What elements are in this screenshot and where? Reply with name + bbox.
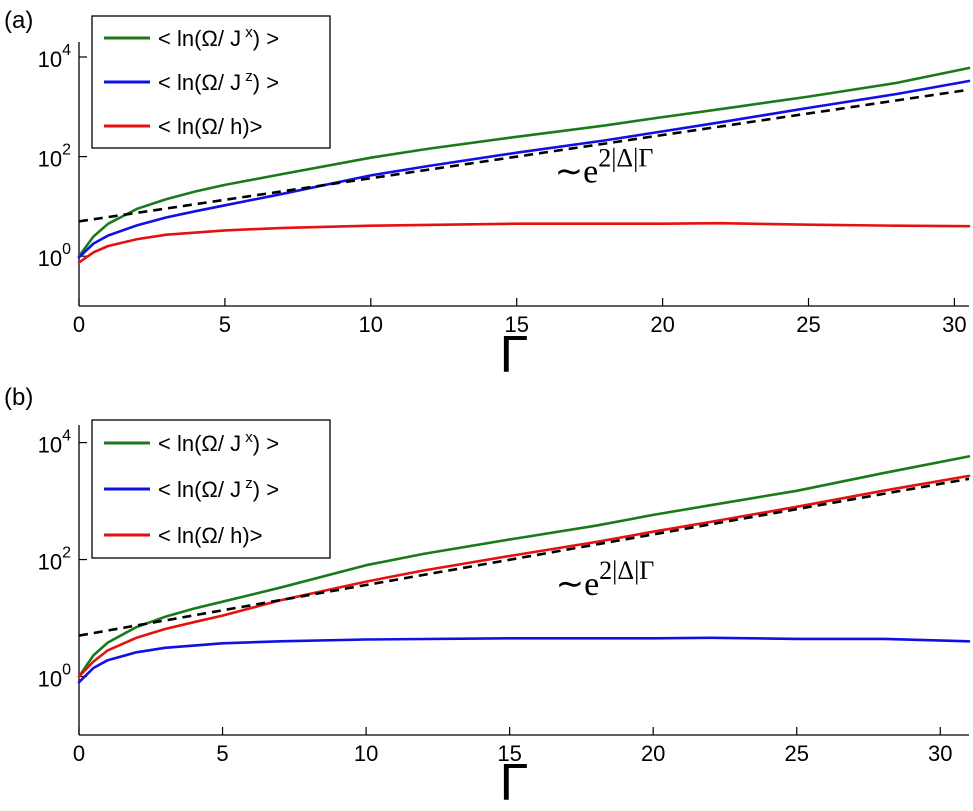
- y-tick-label: 104: [38, 42, 71, 72]
- x-tick-label: 30: [942, 312, 966, 337]
- x-tick-label: 20: [650, 312, 674, 337]
- x-axis-label: Γ: [500, 326, 529, 384]
- x-axis-label: Γ: [500, 754, 529, 811]
- x-tick-label: 0: [73, 312, 85, 337]
- x-tick-label: 25: [796, 312, 820, 337]
- legend-entry: < ln(Ω/ J x) >: [158, 24, 279, 51]
- y-tick-label: 104: [38, 428, 71, 458]
- series-line-0: [77, 455, 971, 678]
- fit-annotation: ∼e2|Δ|Γ: [555, 144, 654, 191]
- x-tick-label: 10: [354, 741, 378, 766]
- y-tick-label: 102: [38, 545, 71, 575]
- y-tick-label: 100: [38, 241, 71, 271]
- panel-label: (a): [4, 7, 33, 34]
- series-line-1: [77, 636, 971, 684]
- x-tick-label: 25: [784, 741, 808, 766]
- fit-annotation: ∼e2|Δ|Γ: [556, 556, 655, 603]
- x-tick-label: 0: [73, 741, 85, 766]
- x-tick-label: 15: [504, 312, 528, 337]
- series-line-1: [77, 79, 971, 259]
- x-tick-label: 10: [359, 312, 383, 337]
- chart-panel-b: 0 5 10 15 20 25 30 100 102 104 ∼e2|Δ|Γ < ln(Ω/ J x)…: [4, 384, 971, 811]
- y-tick-label: 102: [38, 142, 71, 172]
- series-line-2: [77, 474, 971, 678]
- fit-line-dashed: [78, 477, 970, 637]
- x-tick-label: 5: [216, 741, 228, 766]
- y-tick-label: 100: [38, 662, 71, 692]
- legend-entry: < ln(Ω/ h)>: [158, 114, 263, 139]
- series-line-2: [77, 221, 971, 264]
- legend-entry: < ln(Ω/ h)>: [158, 523, 263, 548]
- chart-panel-a: 0 5 10 15 20 25 30 100 102 104 ∼e2|Δ|Γ < ln(Ω/ J x)…: [4, 7, 971, 384]
- legend: < ln(Ω/ J x) > < ln(Ω/ J z) > < ln(Ω/ h)>: [91, 15, 331, 149]
- legend-entry: < ln(Ω/ J x) >: [158, 429, 279, 456]
- panel-label: (b): [4, 384, 33, 411]
- legend: < ln(Ω/ J x) > < ln(Ω/ J z) > < ln(Ω/ h)>: [91, 419, 331, 559]
- legend-entry: < ln(Ω/ J z) >: [158, 475, 279, 502]
- x-tick-label: 30: [928, 741, 952, 766]
- x-tick-label: 15: [497, 741, 521, 766]
- x-tick-label: 20: [641, 741, 665, 766]
- x-tick-label: 5: [219, 312, 231, 337]
- legend-entry: < ln(Ω/ J z) >: [158, 68, 279, 95]
